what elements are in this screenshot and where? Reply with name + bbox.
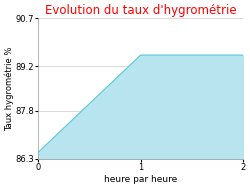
- Title: Evolution du taux d'hygrométrie: Evolution du taux d'hygrométrie: [45, 4, 236, 17]
- Y-axis label: Taux hygrométrie %: Taux hygrométrie %: [4, 46, 14, 131]
- X-axis label: heure par heure: heure par heure: [104, 175, 177, 184]
